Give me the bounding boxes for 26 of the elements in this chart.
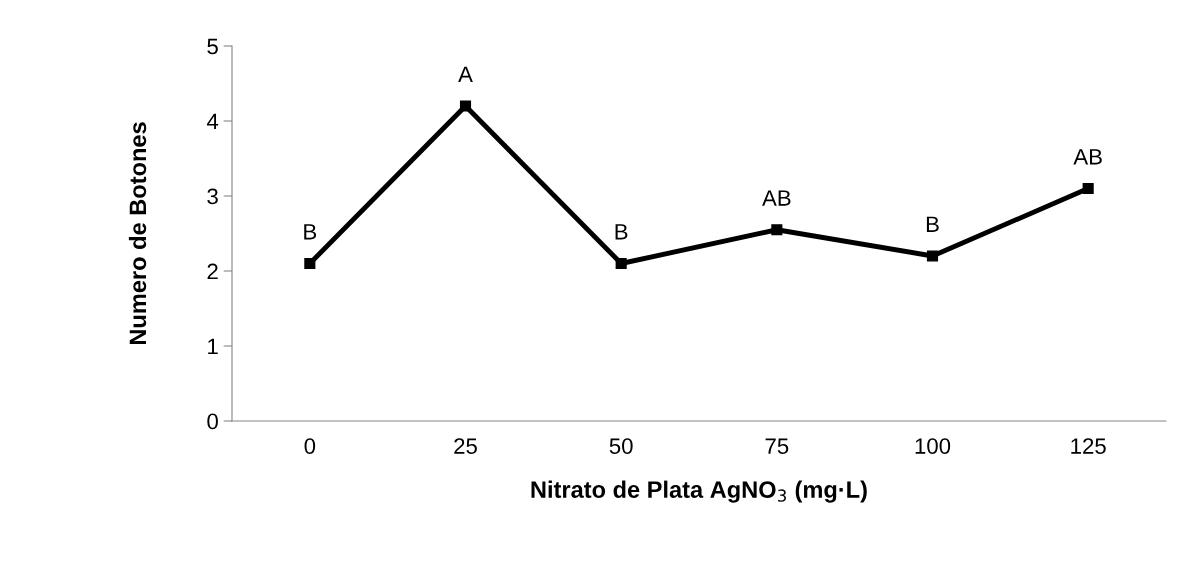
x-tick-label: 75 (765, 438, 789, 454)
point (615, 257, 627, 270)
x-tick-label: 25 (454, 438, 477, 454)
y-tick-label: 5 (207, 38, 218, 55)
x-tick-label: 100 (915, 438, 951, 454)
annotation: B (304, 224, 317, 240)
x-tick-label: 125 (1071, 438, 1106, 454)
annotation: AB (1073, 149, 1102, 165)
annotation: B (615, 224, 628, 240)
x-tick-label: 50 (609, 438, 633, 454)
y-tick-label: 3 (207, 188, 218, 205)
y-tick-label: 1 (208, 338, 218, 355)
y-tick-label: 4 (206, 113, 219, 130)
annotation: B (926, 216, 939, 232)
point (1082, 182, 1094, 195)
x-axis-title: Nitrato de Plata AgNO$_{3}$ (mg·L) (531, 480, 867, 503)
y-axis-title: Numero de Botones (128, 122, 147, 345)
point (459, 100, 472, 112)
x-tick-label: 0 (304, 438, 316, 454)
y-tick-label: 0 (207, 413, 218, 430)
point (926, 250, 939, 262)
point (771, 224, 783, 236)
point (304, 257, 316, 270)
annotation: A (458, 66, 473, 82)
annotation: AB (762, 190, 791, 206)
y-tick-label: 2 (207, 263, 218, 280)
